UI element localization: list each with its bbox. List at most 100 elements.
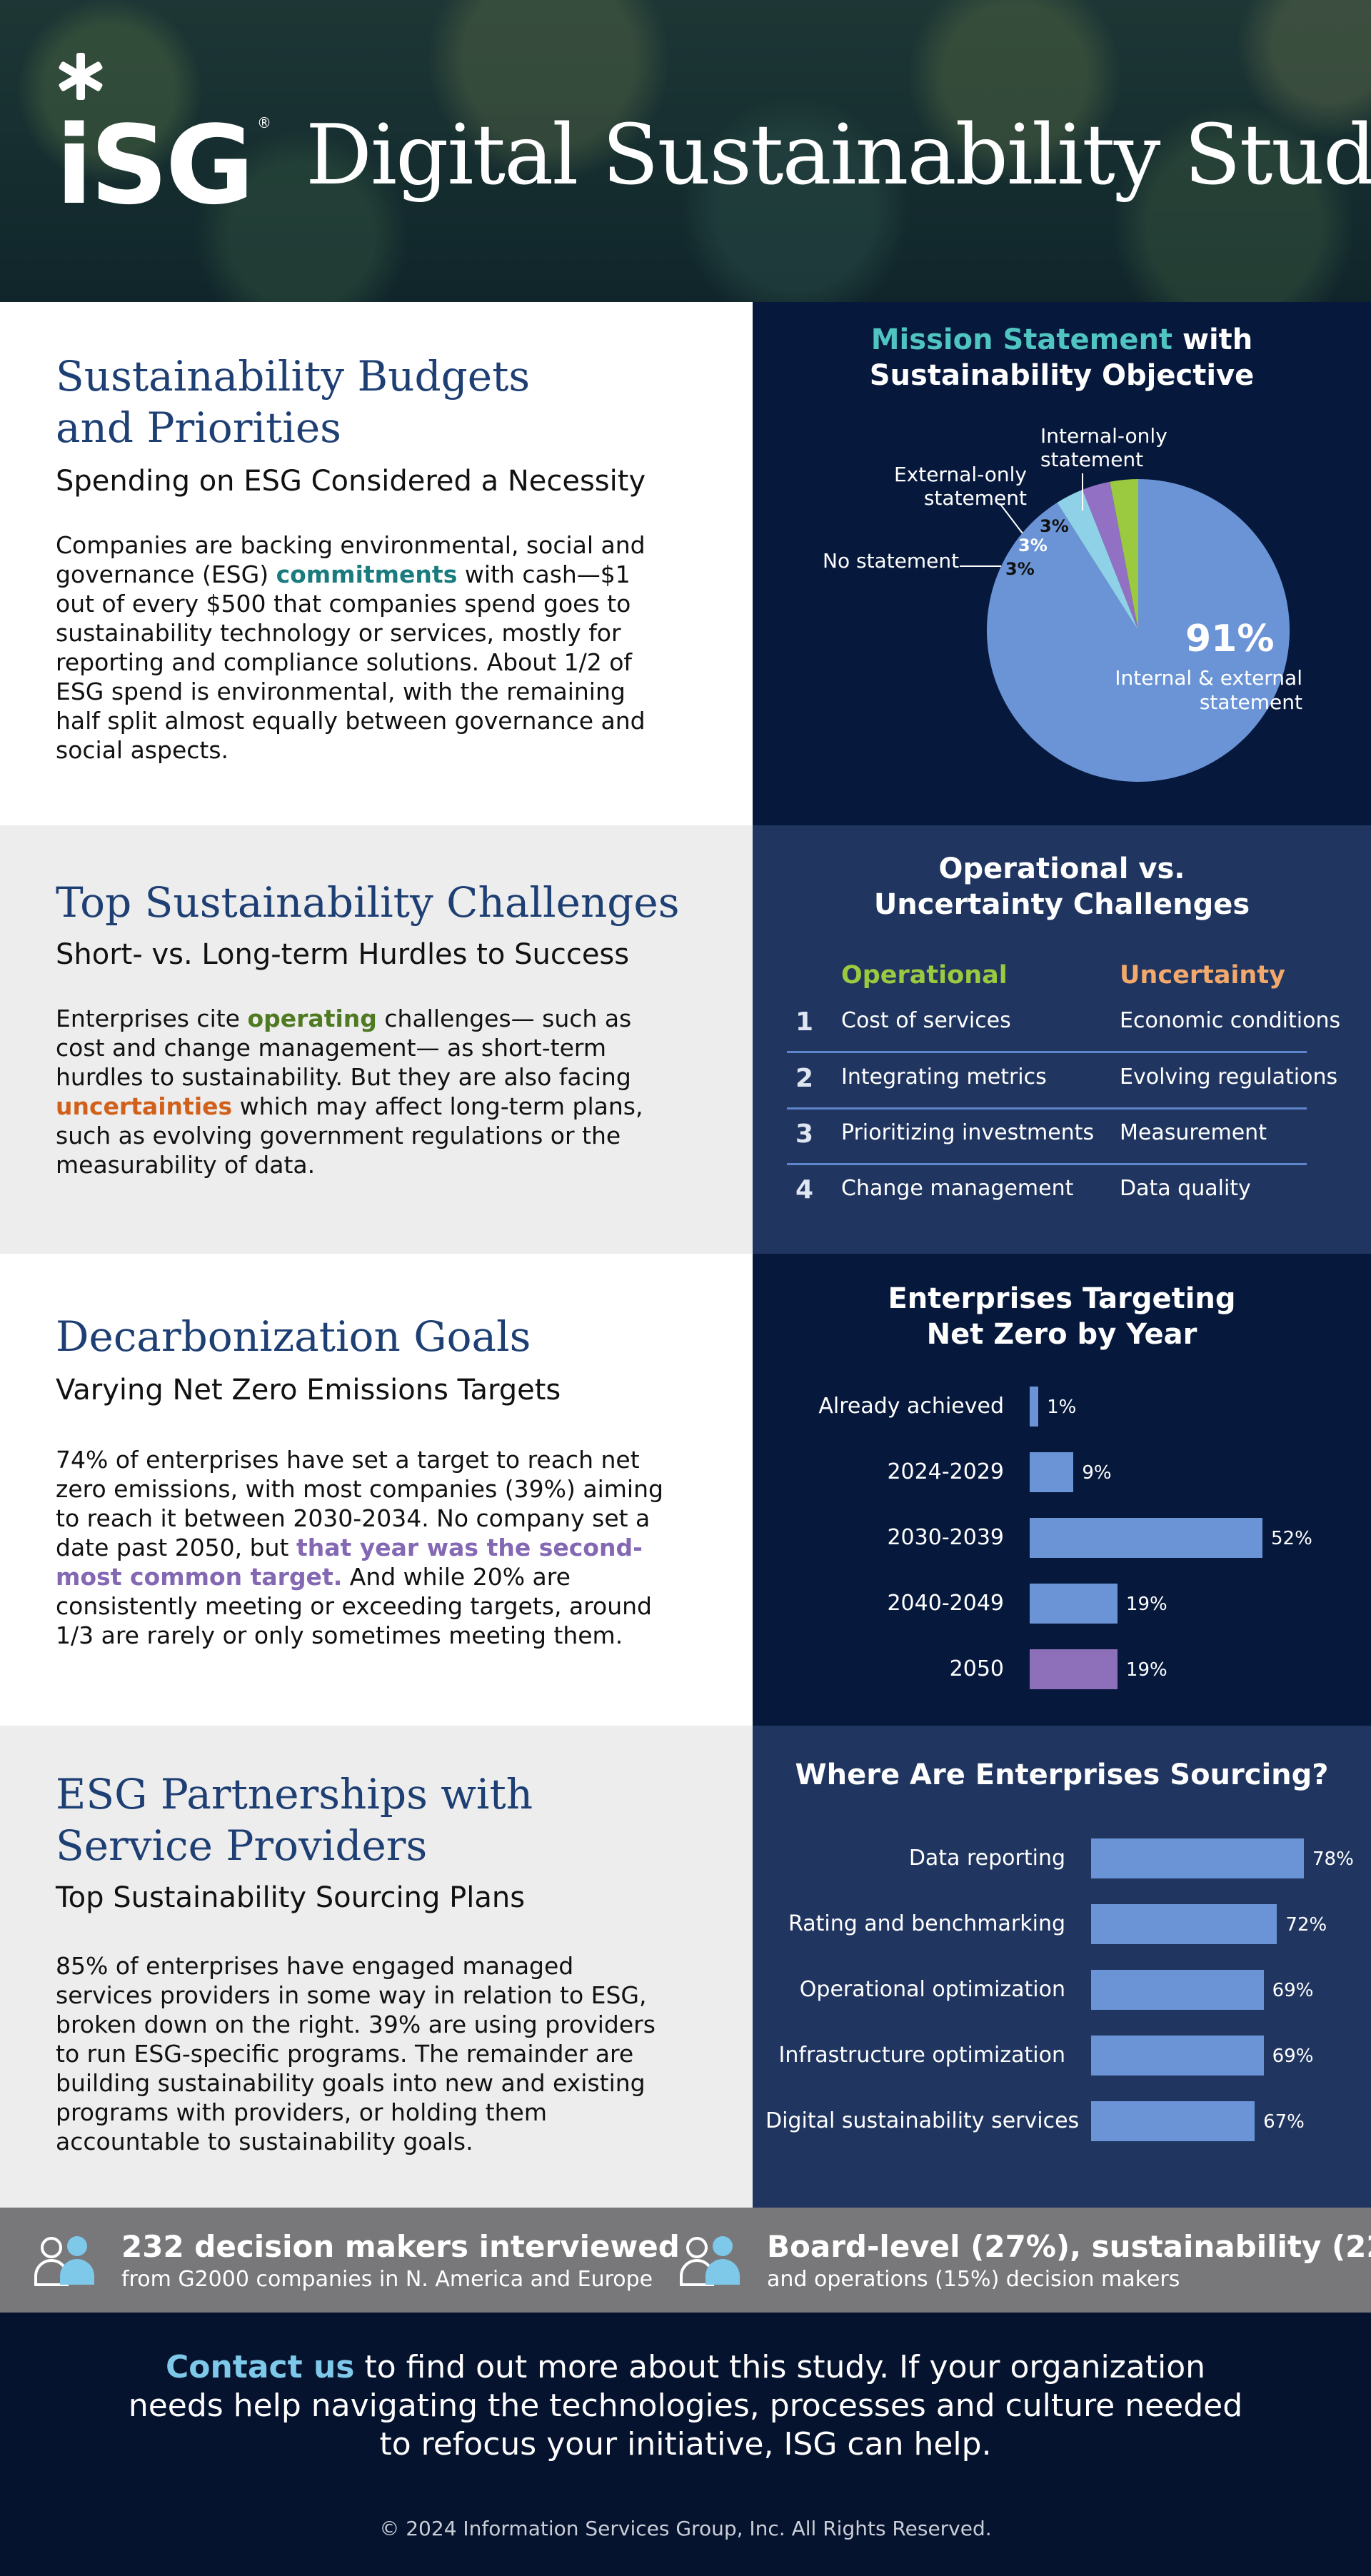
bar [1030,1584,1118,1624]
bar-category-label: Digital sustainability services [765,2108,1065,2133]
net-zero-panel-title: Enterprises Targeting Net Zero by Year [753,1281,1371,1352]
isg-logo[interactable]: iSG ® [56,51,270,208]
decarbonization-body: 74% of enterprises have set a target to … [56,1445,670,1650]
partnerships-title: ESG Partnerships with Service Providers [56,1769,533,1871]
bar [1091,1970,1264,2010]
table-row-rank: 1 [795,1007,824,1037]
sourcing-panel: Where Are Enterprises Sourcing? Data rep… [753,1726,1371,2208]
bar [1091,1838,1304,1878]
pie-label-big-2: statement [1200,690,1302,714]
table-cell-operational: Cost of services [841,1008,1011,1033]
partnerships-section: ESG Partnerships with Service Providers … [0,1726,753,2208]
table-row-rank: 2 [795,1064,824,1093]
challenges-body: Enterprises cite operating challenges— s… [56,1004,670,1179]
pie-label-internal-external: Internal & external statement [1060,666,1302,715]
pie-label-external-only-1: External-only [894,463,1027,486]
challenges-subtitle: Short- vs. Long-term Hurdles to Success [56,938,629,971]
pie-label-internal-only-2: statement [1040,448,1143,471]
bar-category-label: Rating and benchmarking [765,1911,1065,1936]
column-header-uncertainty: Uncertainty [1120,961,1285,990]
registered-mark: ® [257,114,271,131]
roles-stat-title: Board-level (27%), sustainability (22%) [767,2229,1371,2264]
bar-category-label: 2030-2039 [704,1525,1004,1550]
table-cell-operational: Change management [841,1176,1073,1201]
bar-value-label: 52% [1271,1528,1312,1549]
pie-label-big-1: Internal & external [1115,666,1302,690]
bar-value-label: 69% [1272,1980,1314,2001]
net-zero-panel: Enterprises Targeting Net Zero by Year A… [753,1254,1371,1726]
decarbonization-title: Decarbonization Goals [56,1311,531,1362]
table-cell-uncertainty: Evolving regulations [1120,1065,1337,1090]
bar-value-label: 67% [1263,2111,1305,2133]
operating-highlight: operating [247,1005,376,1032]
decarbonization-subtitle: Varying Net Zero Emissions Targets [56,1374,561,1407]
partnerships-title-2: Service Providers [56,1821,427,1870]
challenges-panel-title-2: Uncertainty Challenges [874,888,1250,921]
partnerships-body: 85% of enterprises have engaged managed … [56,1951,670,2156]
interviewed-stat-subtitle: from G2000 companies in N. America and E… [121,2267,653,2292]
column-header-operational: Operational [841,961,1008,990]
pie-label-internal-only-1: Internal-only [1040,424,1167,448]
bar-value-label: 69% [1272,2046,1314,2067]
footer: Contact us to find out more about this s… [0,2313,1371,2576]
asterisk-icon [56,51,106,101]
challenges-panel: Operational vs. Uncertainty Challenges O… [753,825,1371,1254]
bar [1030,1387,1038,1427]
decarbonization-section: Decarbonization Goals Varying Net Zero E… [0,1254,753,1726]
pie-value-internal-only: 3% [1040,516,1069,536]
bar [1030,1649,1118,1689]
budgets-title-line2: and Priorities [56,403,341,452]
challenges-panel-title: Operational vs. Uncertainty Challenges [753,851,1371,922]
bar-value-label: 78% [1312,1848,1354,1870]
bar-category-label: 2040-2049 [704,1591,1004,1616]
table-cell-operational: Integrating metrics [841,1065,1047,1090]
table-cell-operational: Prioritizing investments [841,1120,1094,1145]
table-divider [787,1163,1307,1165]
net-zero-title-1: Enterprises Targeting [888,1282,1235,1315]
pie-label-internal-only: Internal-only statement [1040,424,1167,471]
contact-us-link[interactable]: Contact us [166,2349,355,2385]
pie-label-external-only-2: statement [924,486,1027,510]
table-row-rank: 3 [795,1120,824,1149]
table-cell-uncertainty: Economic conditions [1120,1008,1340,1033]
people-icon [676,2232,744,2289]
challenges-title: Top Sustainability Challenges [56,877,679,928]
sourcing-panel-title: Where Are Enterprises Sourcing? [753,1757,1371,1793]
budgets-body-post: with cash—$1 out of every $500 that comp… [56,560,646,764]
challenges-panel-title-1: Operational vs. [939,852,1185,885]
bar [1091,1904,1277,1944]
cta-line2: needs help navigating the technologies, … [129,2388,1242,2424]
partnerships-title-1: ESG Partnerships with [56,1770,533,1818]
partnerships-subtitle: Top Sustainability Sourcing Plans [56,1881,525,1914]
table-cell-uncertainty: Measurement [1120,1120,1267,1145]
bar-category-label: 2024-2029 [704,1459,1004,1484]
bar [1030,1452,1073,1492]
challenges-section: Top Sustainability Challenges Short- vs.… [0,825,753,1254]
bar [1091,2036,1264,2076]
people-icon [30,2232,99,2289]
bar-category-label: 2050 [704,1656,1004,1681]
cta-line3: to refocus your initiative, ISG can help… [379,2426,991,2462]
table-row-rank: 4 [795,1175,824,1204]
budgets-body: Companies are backing environmental, soc… [56,530,670,765]
bar-category-label: Infrastructure optimization [765,2043,1065,2068]
table-divider [787,1051,1307,1053]
page-title: Digital Sustainability Study [306,114,1371,197]
bar-category-label: Data reporting [765,1846,1065,1871]
table-cell-uncertainty: Data quality [1120,1176,1251,1201]
budgets-title-line1: Sustainability Budgets [56,352,530,401]
bar-value-label: 19% [1126,1659,1167,1681]
uncertainties-highlight: uncertainties [56,1092,232,1120]
mission-statement-panel: Mission Statement with Sustainability Ob… [753,302,1371,825]
bar-category-label: Operational optimization [765,1977,1065,2002]
bar-value-label: 72% [1285,1914,1327,1936]
bar [1030,1518,1262,1558]
contact-cta: Contact us to find out more about this s… [0,2348,1371,2464]
pie-label-no-statement: No statement [823,549,959,573]
pie-value-no-statement: 3% [1005,559,1035,579]
copyright: © 2024 Information Services Group, Inc. … [0,2517,1371,2540]
interviewed-stat-title: 232 decision makers interviewed [121,2229,680,2264]
logo-wordmark: iSG [56,111,251,220]
pie-value-external-only: 3% [1018,535,1048,555]
bar-value-label: 9% [1082,1462,1111,1484]
